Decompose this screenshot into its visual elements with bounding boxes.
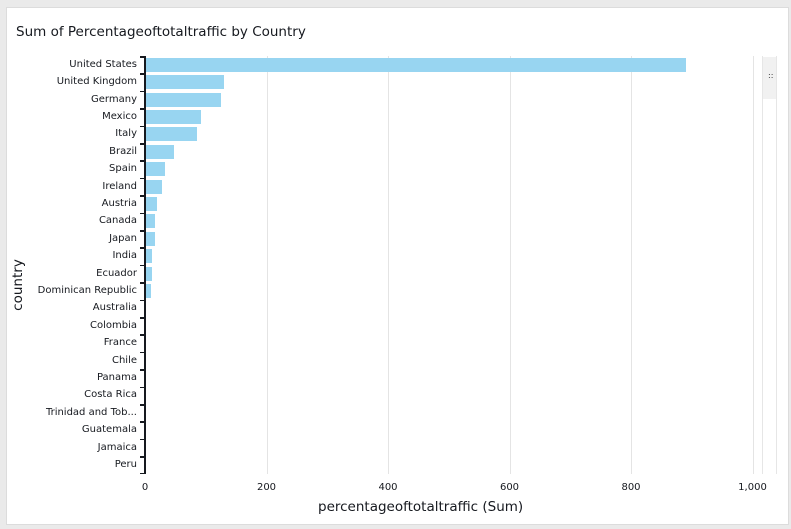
x-axis-label: percentageoftotaltraffic (Sum)	[318, 499, 524, 515]
category-label: Trinidad and Tob...	[45, 406, 137, 418]
y-tick	[140, 56, 145, 58]
bar[interactable]	[145, 370, 146, 385]
bar[interactable]	[145, 179, 162, 194]
category-label: Ireland	[102, 180, 137, 192]
y-tick	[140, 421, 145, 423]
category-label: Australia	[92, 302, 137, 314]
category-label: Spain	[109, 163, 137, 175]
grip-icon: ::	[768, 71, 774, 80]
category-label: Chile	[111, 354, 137, 366]
bar[interactable]	[145, 388, 146, 403]
x-tick-label: 200	[256, 482, 277, 493]
y-tick	[140, 282, 145, 284]
category-label: Guatemala	[81, 424, 137, 436]
y-tick	[140, 247, 145, 249]
bar[interactable]	[145, 57, 686, 72]
category-label: Dominican Republic	[37, 284, 137, 296]
chart-title: Sum of Percentageoftotaltraffic by Count…	[16, 24, 306, 40]
bar[interactable]	[145, 75, 224, 90]
bar[interactable]	[145, 353, 146, 368]
bar[interactable]	[145, 457, 146, 472]
x-tick-label: 0	[141, 482, 149, 493]
category-label: United Kingdom	[56, 76, 137, 88]
y-tick	[140, 230, 145, 232]
category-label: Mexico	[102, 110, 137, 122]
y-tick	[140, 125, 145, 128]
bar[interactable]	[145, 92, 221, 107]
bar[interactable]	[145, 318, 146, 333]
category-label: United States	[69, 58, 137, 70]
category-label: Peru	[114, 458, 137, 470]
y-tick	[140, 195, 145, 197]
category-label: Jamaica	[97, 441, 137, 453]
bar[interactable]	[145, 440, 146, 455]
y-tick	[140, 386, 145, 389]
bar[interactable]	[145, 423, 146, 438]
gridline	[631, 56, 632, 474]
bar[interactable]	[145, 266, 153, 281]
x-tick-label: 400	[378, 482, 398, 493]
category-label: Austria	[101, 197, 137, 209]
category-label: Germany	[91, 93, 137, 105]
category-label: France	[103, 337, 137, 349]
bar[interactable]	[145, 144, 175, 159]
bar[interactable]	[145, 249, 153, 264]
y-tick	[140, 317, 145, 319]
y-tick	[140, 108, 145, 110]
category-label: Italy	[115, 128, 137, 140]
y-axis-line	[144, 56, 146, 474]
category-label: India	[112, 250, 137, 262]
bar[interactable]	[145, 214, 155, 229]
y-tick	[140, 438, 145, 441]
y-tick	[140, 369, 145, 371]
gridline	[752, 56, 754, 474]
gridline	[266, 56, 268, 474]
gridline	[388, 56, 389, 474]
gridline	[509, 56, 511, 474]
x-tick-label: 1,000	[738, 482, 767, 493]
bar[interactable]	[145, 127, 198, 142]
x-tick-label: 800	[621, 482, 641, 493]
category-label: Panama	[96, 371, 137, 383]
y-tick	[140, 299, 145, 302]
y-tick	[140, 456, 145, 458]
chart-scrollbar-track[interactable]	[762, 56, 777, 474]
bar[interactable]	[145, 231, 155, 246]
bar[interactable]	[145, 283, 152, 298]
y-tick	[140, 334, 145, 336]
category-label: Colombia	[90, 319, 137, 331]
y-tick	[140, 351, 145, 354]
chart-scrollbar-thumb[interactable]	[763, 57, 776, 99]
bar[interactable]	[145, 405, 146, 420]
y-tick	[140, 143, 145, 145]
category-label: Japan	[109, 232, 137, 244]
bar[interactable]	[145, 336, 146, 351]
bar[interactable]	[145, 109, 201, 124]
bar[interactable]	[145, 162, 166, 177]
chart-panel	[6, 7, 789, 525]
y-tick	[140, 404, 145, 406]
category-label: Brazil	[109, 145, 137, 157]
y-tick	[140, 160, 145, 162]
category-label: Ecuador	[96, 267, 137, 279]
y-tick	[140, 212, 145, 215]
bar[interactable]	[145, 196, 158, 211]
y-tick	[140, 90, 145, 93]
y-tick	[140, 177, 145, 180]
y-tick	[140, 472, 145, 475]
category-label: Costa Rica	[84, 389, 137, 401]
y-tick	[140, 73, 145, 75]
category-label: Canada	[98, 215, 137, 227]
bar[interactable]	[145, 301, 147, 316]
y-tick	[140, 264, 145, 267]
x-tick-label: 600	[499, 482, 520, 493]
